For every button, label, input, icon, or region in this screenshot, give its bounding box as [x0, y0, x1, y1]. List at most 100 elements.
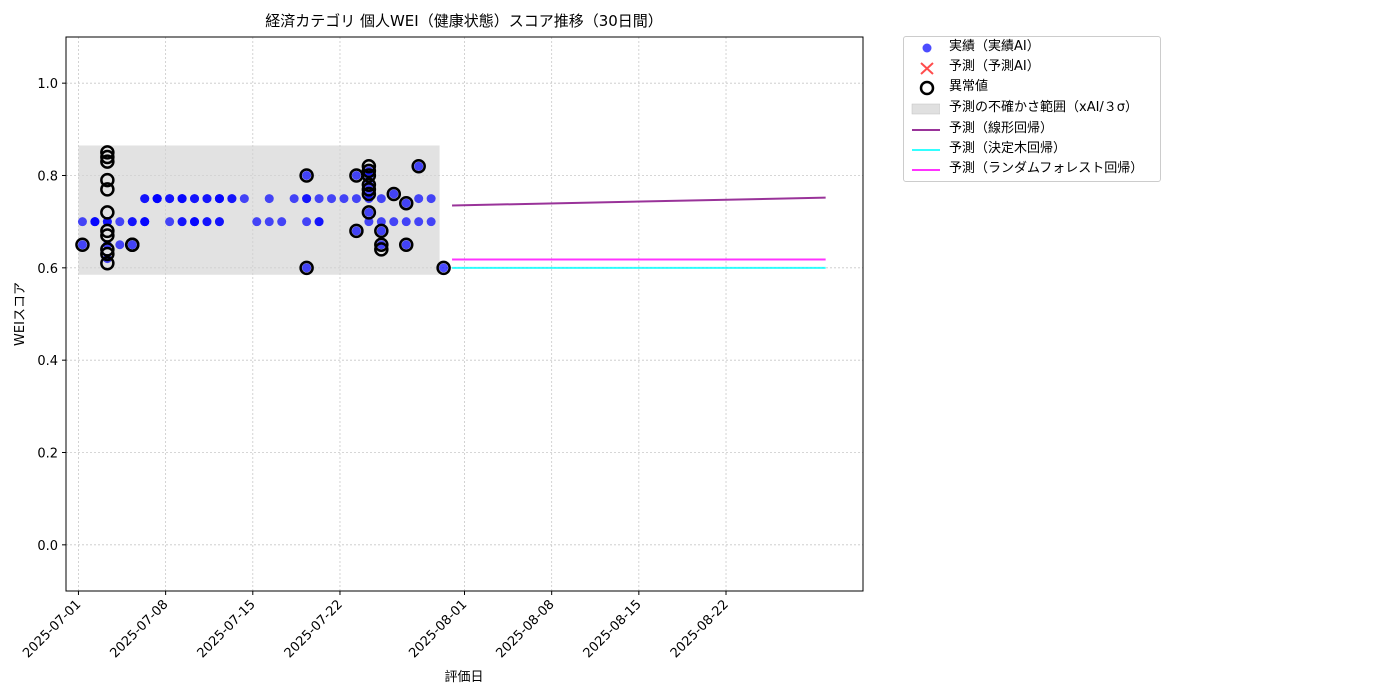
legend-band-icon: [911, 103, 940, 115]
chart-title: 経済カテゴリ 個人WEI（健康状態）スコア推移（30日間）: [265, 12, 663, 30]
actual-data-point: [401, 217, 411, 227]
legend-label: 予測の不確かさ範囲（xAI/３σ）: [949, 100, 1139, 115]
anomaly-marker: [125, 237, 140, 252]
actual-data-point: [351, 226, 361, 236]
legend-marker-cross-icon: [920, 62, 934, 75]
y-tick-label: 0.2: [37, 447, 58, 462]
y-tick-label: 0.6: [37, 262, 58, 277]
legend-label: 予測（ランダムフォレスト回帰）: [949, 161, 1144, 176]
anomaly-marker: [100, 223, 115, 239]
anomaly-marker: [100, 242, 115, 257]
anomaly-marker: [361, 182, 377, 197]
x-axis-ticks: 2025-07-01 2025-07-08 2025-07-15 2025-07-22…: [20, 591, 732, 661]
actual-data-point: [77, 240, 87, 250]
anomaly-marker: [100, 172, 115, 188]
actual-data-point: [414, 194, 424, 204]
legend-item-actual: 実績（実績AI）: [904, 37, 1160, 57]
legend-label: 予測（予測AI）: [949, 59, 1040, 74]
anomaly-marker: [100, 182, 115, 197]
anomaly-marker: [374, 242, 389, 257]
actual-data-point: [289, 194, 299, 204]
anomaly-marker: [299, 260, 314, 276]
actual-data-point: [364, 207, 374, 217]
anomaly-marker: [411, 159, 426, 174]
actual-data-point: [327, 194, 337, 204]
actual-data-point: [202, 217, 212, 227]
actual-data-point: [376, 194, 386, 204]
y-axis-ticks: 0.0 0.2 0.4 0.6 0.8 1.0: [37, 77, 66, 554]
actual-data-point: [140, 194, 150, 204]
x-tick-label: 2025-08-08: [493, 597, 557, 661]
anomaly-marker: [361, 168, 377, 183]
actual-data-point: [214, 217, 224, 227]
legend-item-uncertainty: 予測の不確かさ範囲（xAI/３σ）: [904, 98, 1160, 118]
anomaly-marker: [75, 237, 90, 252]
legend-label: 予測（線形回帰）: [949, 121, 1054, 136]
x-tick-label: 2025-07-01: [20, 597, 84, 661]
legend-marker-circle-icon: [922, 43, 932, 53]
actual-data-point: [302, 263, 312, 273]
x-tick-label: 2025-08-15: [581, 597, 645, 661]
anomaly-marker: [100, 154, 115, 169]
x-axis-label: 評価日: [444, 670, 483, 685]
x-tick-label: 2025-07-22: [282, 597, 346, 661]
legend-line-icon: [912, 129, 940, 131]
actual-data-point: [152, 194, 162, 204]
actual-data-point: [401, 240, 411, 250]
actual-data-point: [115, 240, 125, 250]
anomaly-marker: [398, 237, 414, 252]
actual-data-point: [239, 194, 249, 204]
x-tick-label: 2025-08-01: [406, 597, 470, 661]
actual-data-point: [314, 194, 324, 204]
actual-data-point: [190, 217, 200, 227]
prediction-lines-layer: [452, 196, 826, 269]
y-axis-label: WEIスコア: [13, 282, 28, 346]
y-tick-label: 0.0: [37, 539, 58, 554]
actual-data-point: [302, 194, 312, 204]
actual-data-point: [202, 194, 212, 204]
actual-data-point: [351, 194, 361, 204]
anomaly-marker: [374, 237, 389, 252]
anomaly-marker: [361, 163, 377, 179]
legend-label: 実績（実績AI）: [949, 39, 1040, 54]
actual-data-point: [214, 194, 224, 204]
actual-data-point: [77, 217, 87, 227]
actual-data-point: [314, 217, 324, 227]
legend-line-icon: [912, 149, 940, 151]
actual-data-point: [302, 217, 312, 227]
anomaly-marker: [374, 223, 389, 239]
actual-data-point: [414, 217, 424, 227]
anomaly-marker: [386, 186, 402, 202]
actual-data-point: [140, 217, 150, 227]
actual-data-point: [389, 189, 399, 199]
actual-data-point: [339, 194, 349, 204]
x-tick-label: 2025-08-22: [668, 597, 732, 661]
actual-data-point: [252, 217, 262, 227]
actual-data-point: [165, 217, 175, 227]
anomaly-marker: [100, 205, 115, 220]
actual-data-point: [376, 226, 386, 236]
anomaly-marker: [398, 195, 414, 211]
anomaly-marker: [361, 205, 377, 220]
anomaly-marker: [436, 260, 451, 276]
actual-data-point: [376, 217, 386, 227]
linear-prediction-line: [452, 196, 826, 207]
actual-data-point: [414, 161, 424, 171]
actual-data-point: [401, 198, 411, 208]
actual-data-point: [264, 194, 274, 204]
anomaly-marker: [299, 168, 314, 183]
legend-line-icon: [912, 169, 940, 171]
actual-data-point: [190, 194, 200, 204]
anomaly-marker: [361, 159, 377, 174]
legend-item-predicted: 予測（予測AI）: [904, 57, 1160, 77]
uncertainty-band: [78, 145, 440, 275]
actual-data-point: [364, 217, 374, 227]
actual-points-layer: [77, 161, 449, 273]
actual-data-point: [127, 240, 137, 250]
anomaly-marker: [100, 255, 115, 271]
actual-data-point: [426, 194, 436, 204]
anomaly-marker: [361, 186, 377, 202]
y-tick-label: 0.8: [37, 170, 58, 185]
y-tick-label: 0.4: [37, 354, 58, 369]
